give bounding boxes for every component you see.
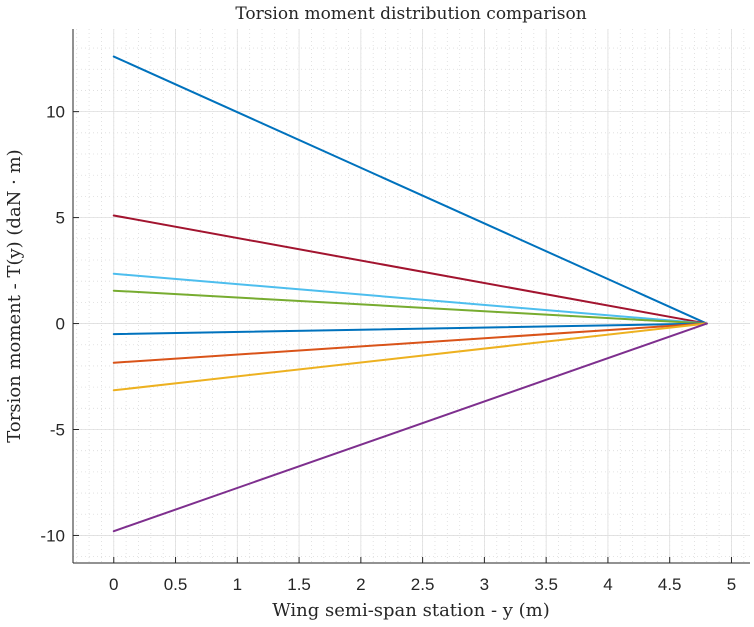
axes-layer	[72, 29, 750, 564]
x-tick-label: 3	[480, 575, 489, 594]
y-tick-labels: -10 -5 0 5 10	[40, 103, 65, 546]
series-layer	[112, 55, 708, 533]
series-line-2	[112, 214, 708, 325]
plot-area-background	[73, 29, 750, 563]
x-tick-label: 2	[356, 575, 365, 594]
series-line-5	[112, 322, 708, 336]
chart-title: Torsion moment distribution comparison	[235, 4, 586, 24]
x-tick-label: 4.5	[658, 575, 682, 594]
y-tick-label: 5	[56, 209, 65, 228]
y-tick-label: -10	[40, 526, 65, 545]
y-tick-label: -5	[50, 421, 65, 440]
series-line-3	[112, 272, 708, 325]
y-tick-label: 10	[46, 103, 65, 122]
x-tick-label: 1	[233, 575, 242, 594]
series-line-1	[112, 55, 708, 325]
series-line-8	[112, 322, 708, 533]
series-line-7	[112, 322, 708, 392]
x-axis-label: Wing semi-span station - y (m)	[272, 600, 550, 621]
major-grid	[73, 29, 750, 563]
x-tick-label: 1.5	[287, 575, 311, 594]
series-line-6	[112, 322, 708, 364]
x-tick-label: 5	[727, 575, 736, 594]
x-tick-label: 4	[603, 575, 612, 594]
x-tick-label: 2.5	[411, 575, 435, 594]
x-tick-label: 0.5	[164, 575, 188, 594]
x-tick-label: 0	[109, 575, 118, 594]
x-tick-label: 3.5	[534, 575, 558, 594]
y-axis-label: Torsion moment - T(y) (daN · m)	[4, 149, 25, 442]
series-line-4	[112, 289, 708, 325]
x-tick-labels: 0 0.5 1 1.5 2 2.5 3 3.5 4 4.5 5	[109, 575, 736, 594]
y-tick-label: 0	[56, 315, 65, 334]
